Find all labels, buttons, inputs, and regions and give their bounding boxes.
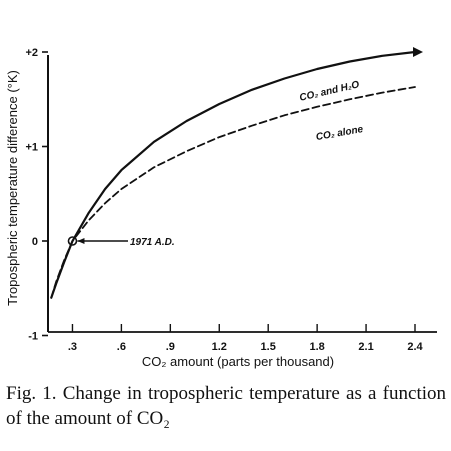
x-tick-label: 1.2 <box>212 341 227 353</box>
x-axis-label: CO₂ amount (parts per thousand) <box>142 354 334 369</box>
series-line-co2-alone <box>50 86 416 299</box>
x-tick-label: 1.8 <box>309 341 324 353</box>
chart: Tropospheric temperature difference (°K)… <box>5 47 437 369</box>
annotation-co2-h2o: CO₂ and H₂O <box>298 79 360 103</box>
x-tick-label: .6 <box>117 341 126 353</box>
x-tick-label: 2.4 <box>407 341 423 353</box>
marker-1971-point <box>67 236 78 246</box>
figure-caption: Fig. 1. Change in tropospheric temperatu… <box>6 383 446 429</box>
arrow-head-icon <box>413 47 423 57</box>
annotation-co2-alone: CO₂ alone <box>315 124 364 143</box>
x-tick-label: 1.5 <box>261 341 276 353</box>
y-tick-label: +1 <box>25 142 38 154</box>
x-tick-label: .3 <box>68 341 77 353</box>
series-line-co2-h2o <box>50 50 417 299</box>
x-tick-label: .9 <box>166 341 175 353</box>
y-tick-label: +2 <box>25 47 38 59</box>
x-tick-label: 2.1 <box>358 341 373 353</box>
annotation-1971: 1971 A.D. <box>130 237 175 248</box>
y-axis-label: Tropospheric temperature difference (°K) <box>5 70 20 306</box>
marker-arrow-icon <box>77 238 85 244</box>
y-tick-label: 0 <box>32 236 38 248</box>
y-tick-label: -1 <box>28 331 38 343</box>
